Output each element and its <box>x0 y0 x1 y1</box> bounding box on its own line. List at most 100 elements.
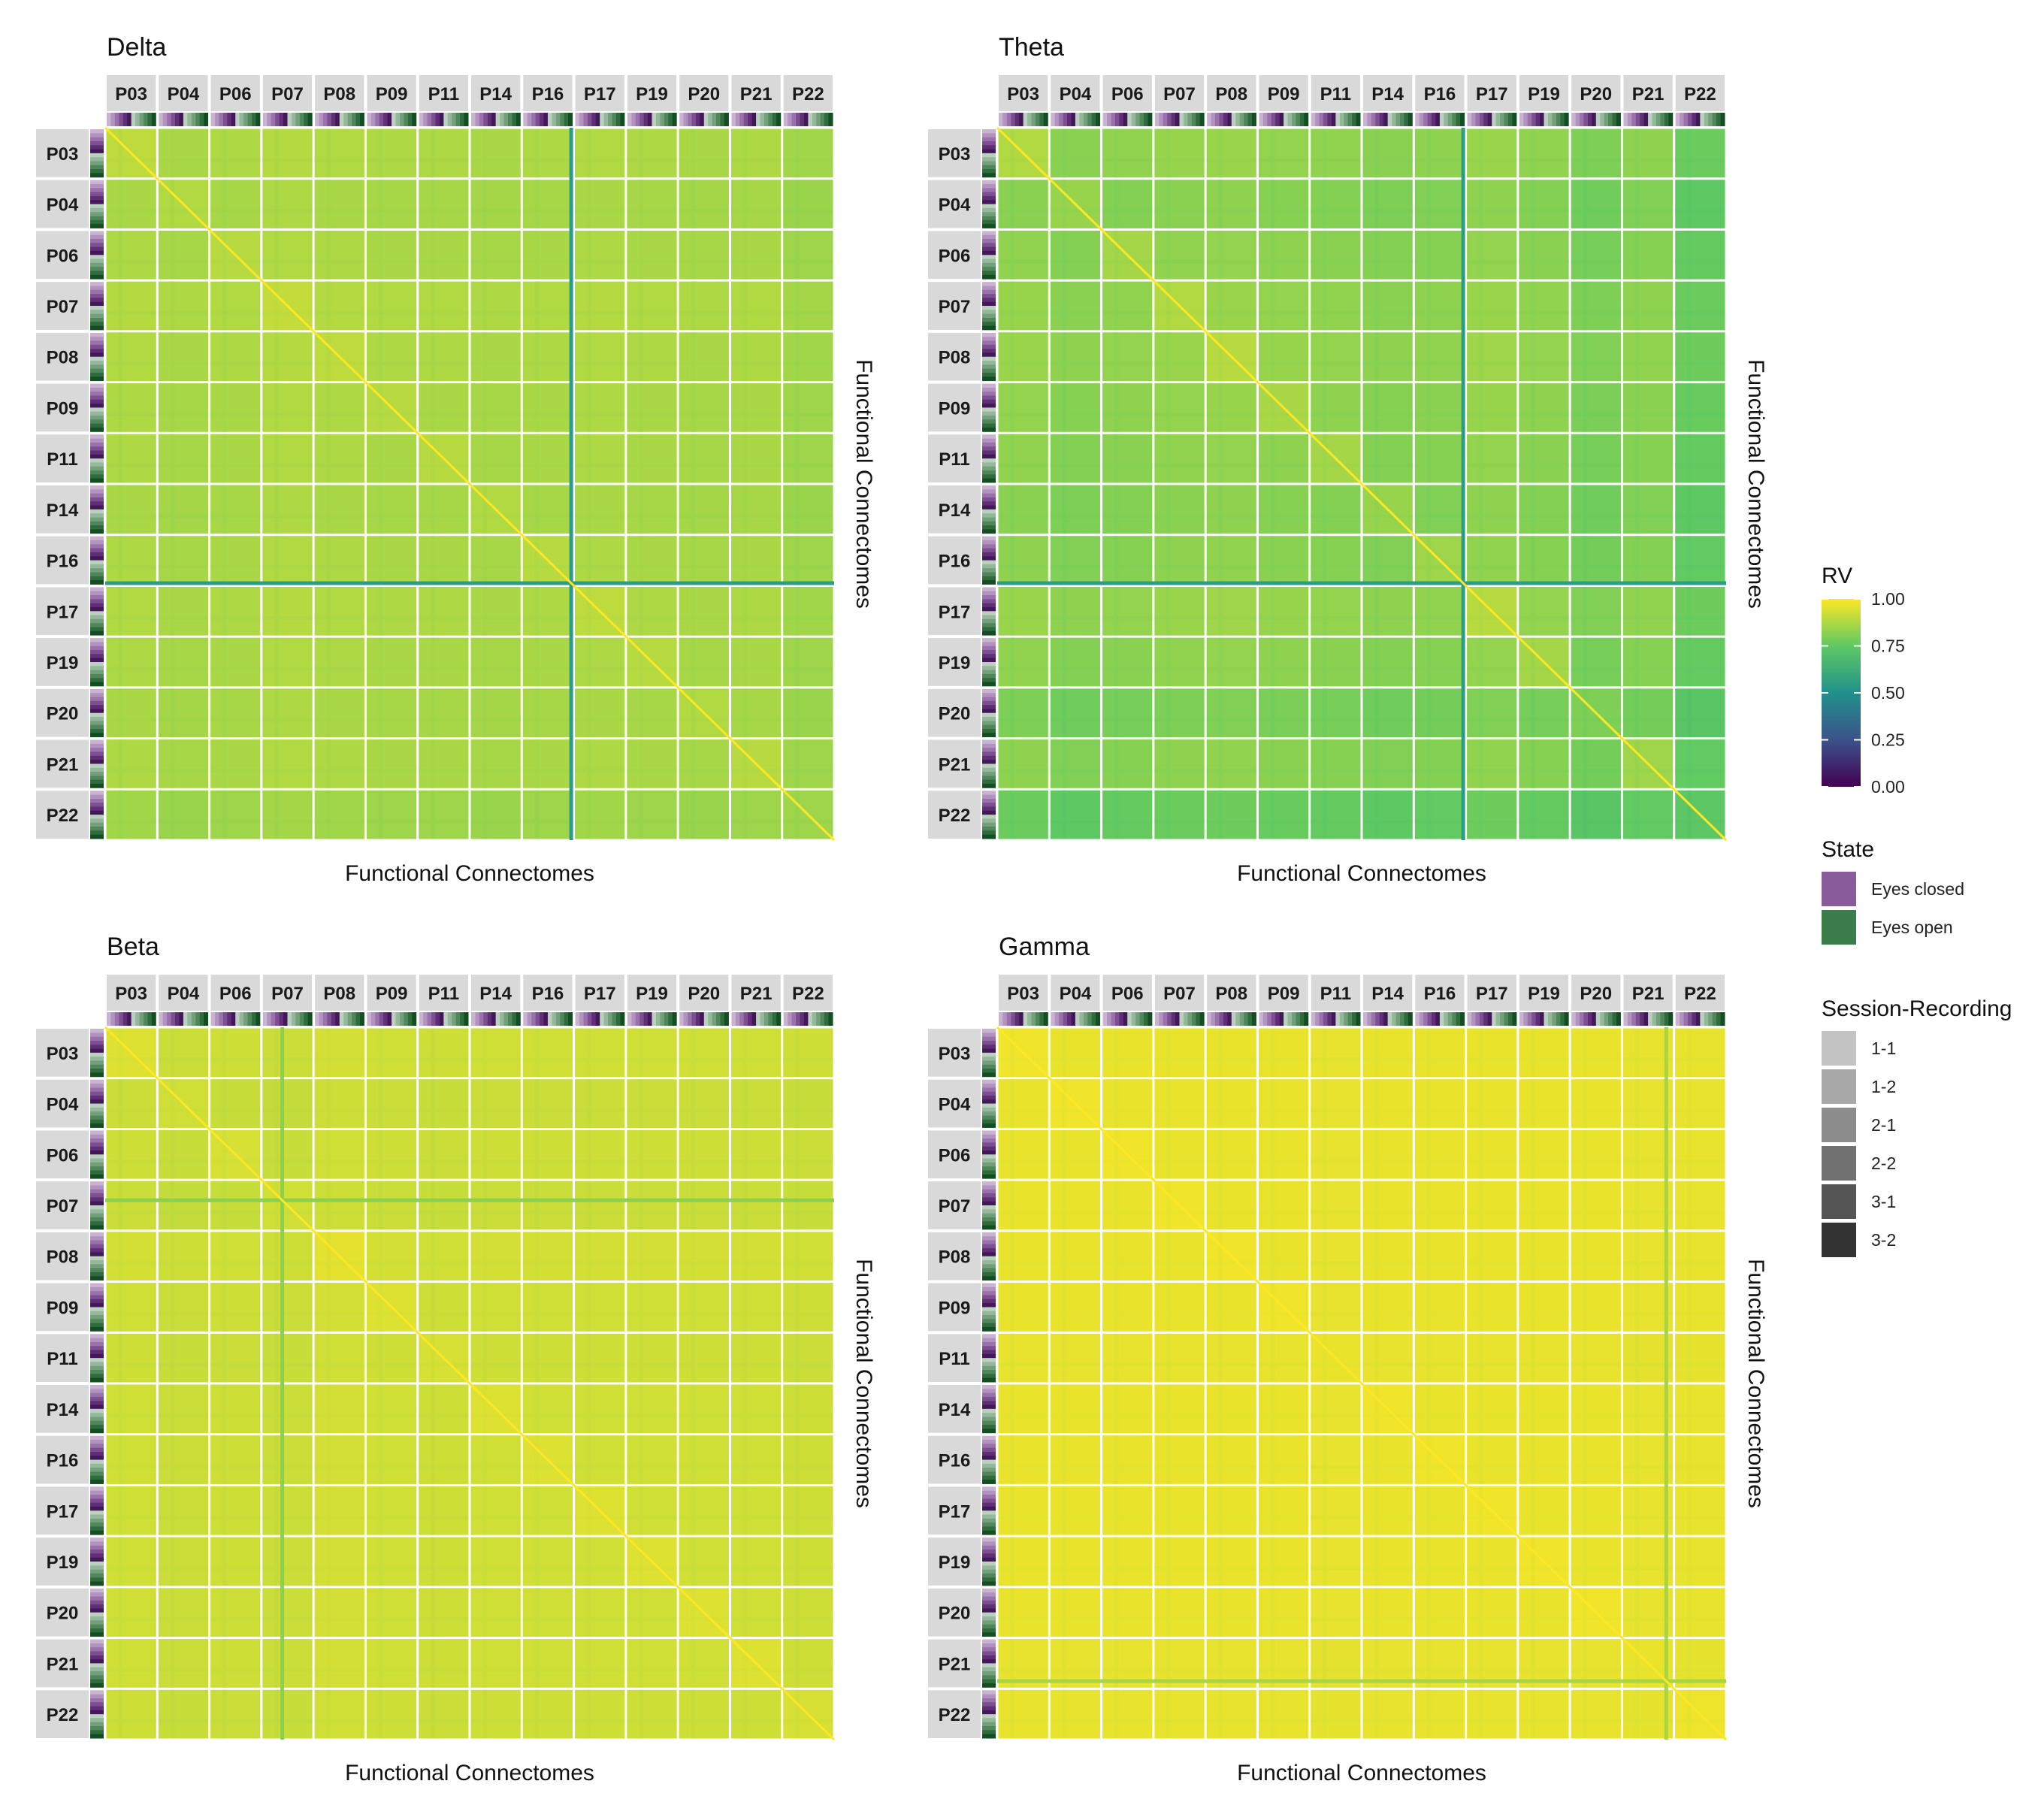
heatmap-texture <box>1687 586 1692 636</box>
heatmap-cell <box>314 637 364 687</box>
heatmap-texture <box>1166 536 1171 585</box>
column-marker <box>1471 113 1476 126</box>
diagonal-line <box>996 126 1728 842</box>
heatmap-texture <box>1583 739 1588 788</box>
row-marker <box>982 1045 996 1050</box>
heatmap-texture <box>522 1413 573 1418</box>
column-marker <box>664 1012 669 1026</box>
heatmap-texture <box>1050 667 1101 671</box>
column-marker <box>523 113 528 126</box>
heatmap-texture <box>742 790 748 839</box>
column-marker <box>307 113 313 126</box>
heatmap-texture <box>575 1566 625 1571</box>
heatmap-texture <box>691 180 696 228</box>
heatmap-cell <box>158 485 209 534</box>
heatmap-texture <box>1154 1566 1205 1571</box>
heatmap-texture <box>314 1312 364 1316</box>
row-label: P06 <box>47 246 79 266</box>
heatmap-texture <box>262 1057 313 1062</box>
heatmap-texture <box>106 565 156 570</box>
heatmap-texture <box>575 463 625 467</box>
heatmap-cell <box>419 586 469 636</box>
row-marker <box>90 344 104 349</box>
column-marker <box>1027 1012 1033 1026</box>
heatmap-texture <box>118 637 122 687</box>
row-marker <box>90 1425 104 1429</box>
heatmap-texture <box>170 637 175 687</box>
heatmap-texture <box>679 1465 729 1469</box>
column-strip <box>627 75 677 111</box>
row-marker <box>90 1370 104 1374</box>
column-strip <box>1207 975 1256 1011</box>
heatmap-texture <box>795 1588 800 1637</box>
rv-tick-label: 0.75 <box>1871 636 1905 656</box>
column-marker <box>1460 113 1465 126</box>
row-marker <box>90 1248 104 1253</box>
row-marker <box>982 615 996 620</box>
column-marker <box>1231 113 1236 126</box>
column-marker <box>1059 1012 1064 1026</box>
heatmap-texture <box>1270 586 1275 636</box>
heatmap-texture <box>691 1689 696 1739</box>
heatmap-texture <box>627 819 677 824</box>
heatmap-texture <box>742 637 748 687</box>
heatmap-cell <box>470 1435 521 1484</box>
row-marker <box>90 349 104 353</box>
heatmap-texture <box>326 790 331 839</box>
row-marker <box>982 1268 996 1273</box>
heatmap-texture <box>210 769 261 773</box>
heatmap-cell <box>1258 790 1309 839</box>
row-marker <box>982 1299 996 1304</box>
row-marker <box>982 751 996 757</box>
heatmap-texture <box>1062 180 1067 228</box>
column-strip <box>1207 75 1256 111</box>
column-marker <box>460 1012 465 1026</box>
row-strip <box>36 231 89 280</box>
heatmap-texture <box>1622 1516 1674 1519</box>
column-marker <box>1552 113 1557 126</box>
column-marker <box>1531 113 1537 126</box>
heatmap-texture <box>431 1181 435 1230</box>
heatmap-cell <box>210 739 261 788</box>
heatmap-texture <box>158 819 209 824</box>
row-marker <box>982 1291 996 1296</box>
heatmap-texture <box>586 1689 591 1739</box>
column-marker <box>352 113 357 126</box>
heatmap-texture <box>1050 718 1101 722</box>
column-marker <box>1006 113 1011 126</box>
row-marker <box>90 1596 104 1601</box>
heatmap-cell <box>783 1079 833 1128</box>
heatmap-texture <box>1270 536 1275 585</box>
heatmap-texture <box>575 1210 625 1214</box>
heatmap-texture <box>1478 790 1483 839</box>
heatmap-texture <box>431 586 435 636</box>
row-marker <box>90 767 104 773</box>
row-marker <box>982 798 996 803</box>
column-marker <box>1183 1012 1188 1026</box>
heatmap-texture <box>679 260 729 264</box>
row-marker <box>982 654 996 659</box>
heatmap-texture <box>1374 536 1379 585</box>
heatmap-texture <box>1467 1057 1517 1062</box>
row-marker <box>982 317 996 322</box>
heatmap-texture <box>1258 1465 1309 1469</box>
heatmap-cell <box>679 1384 729 1434</box>
row-marker <box>90 361 104 365</box>
column-marker <box>460 113 465 126</box>
heatmap-texture <box>1675 1108 1725 1113</box>
heatmap-cell <box>575 1079 625 1128</box>
column-marker <box>1291 1012 1296 1026</box>
heatmap-texture <box>1166 180 1171 228</box>
column-marker <box>1439 113 1444 126</box>
heatmap-texture <box>1062 1028 1067 1078</box>
heatmap-cell <box>419 128 469 178</box>
heatmap-texture <box>1571 1566 1621 1571</box>
heatmap-texture <box>1519 1312 1569 1316</box>
column-marker <box>700 113 705 126</box>
row-marker <box>982 1550 996 1554</box>
x-axis-label: Functional Connectomes <box>1237 1761 1486 1785</box>
heatmap-cell <box>210 332 261 382</box>
heatmap-texture <box>1010 1537 1014 1586</box>
heatmap-texture <box>730 1465 782 1469</box>
heatmap-texture <box>1634 434 1640 483</box>
